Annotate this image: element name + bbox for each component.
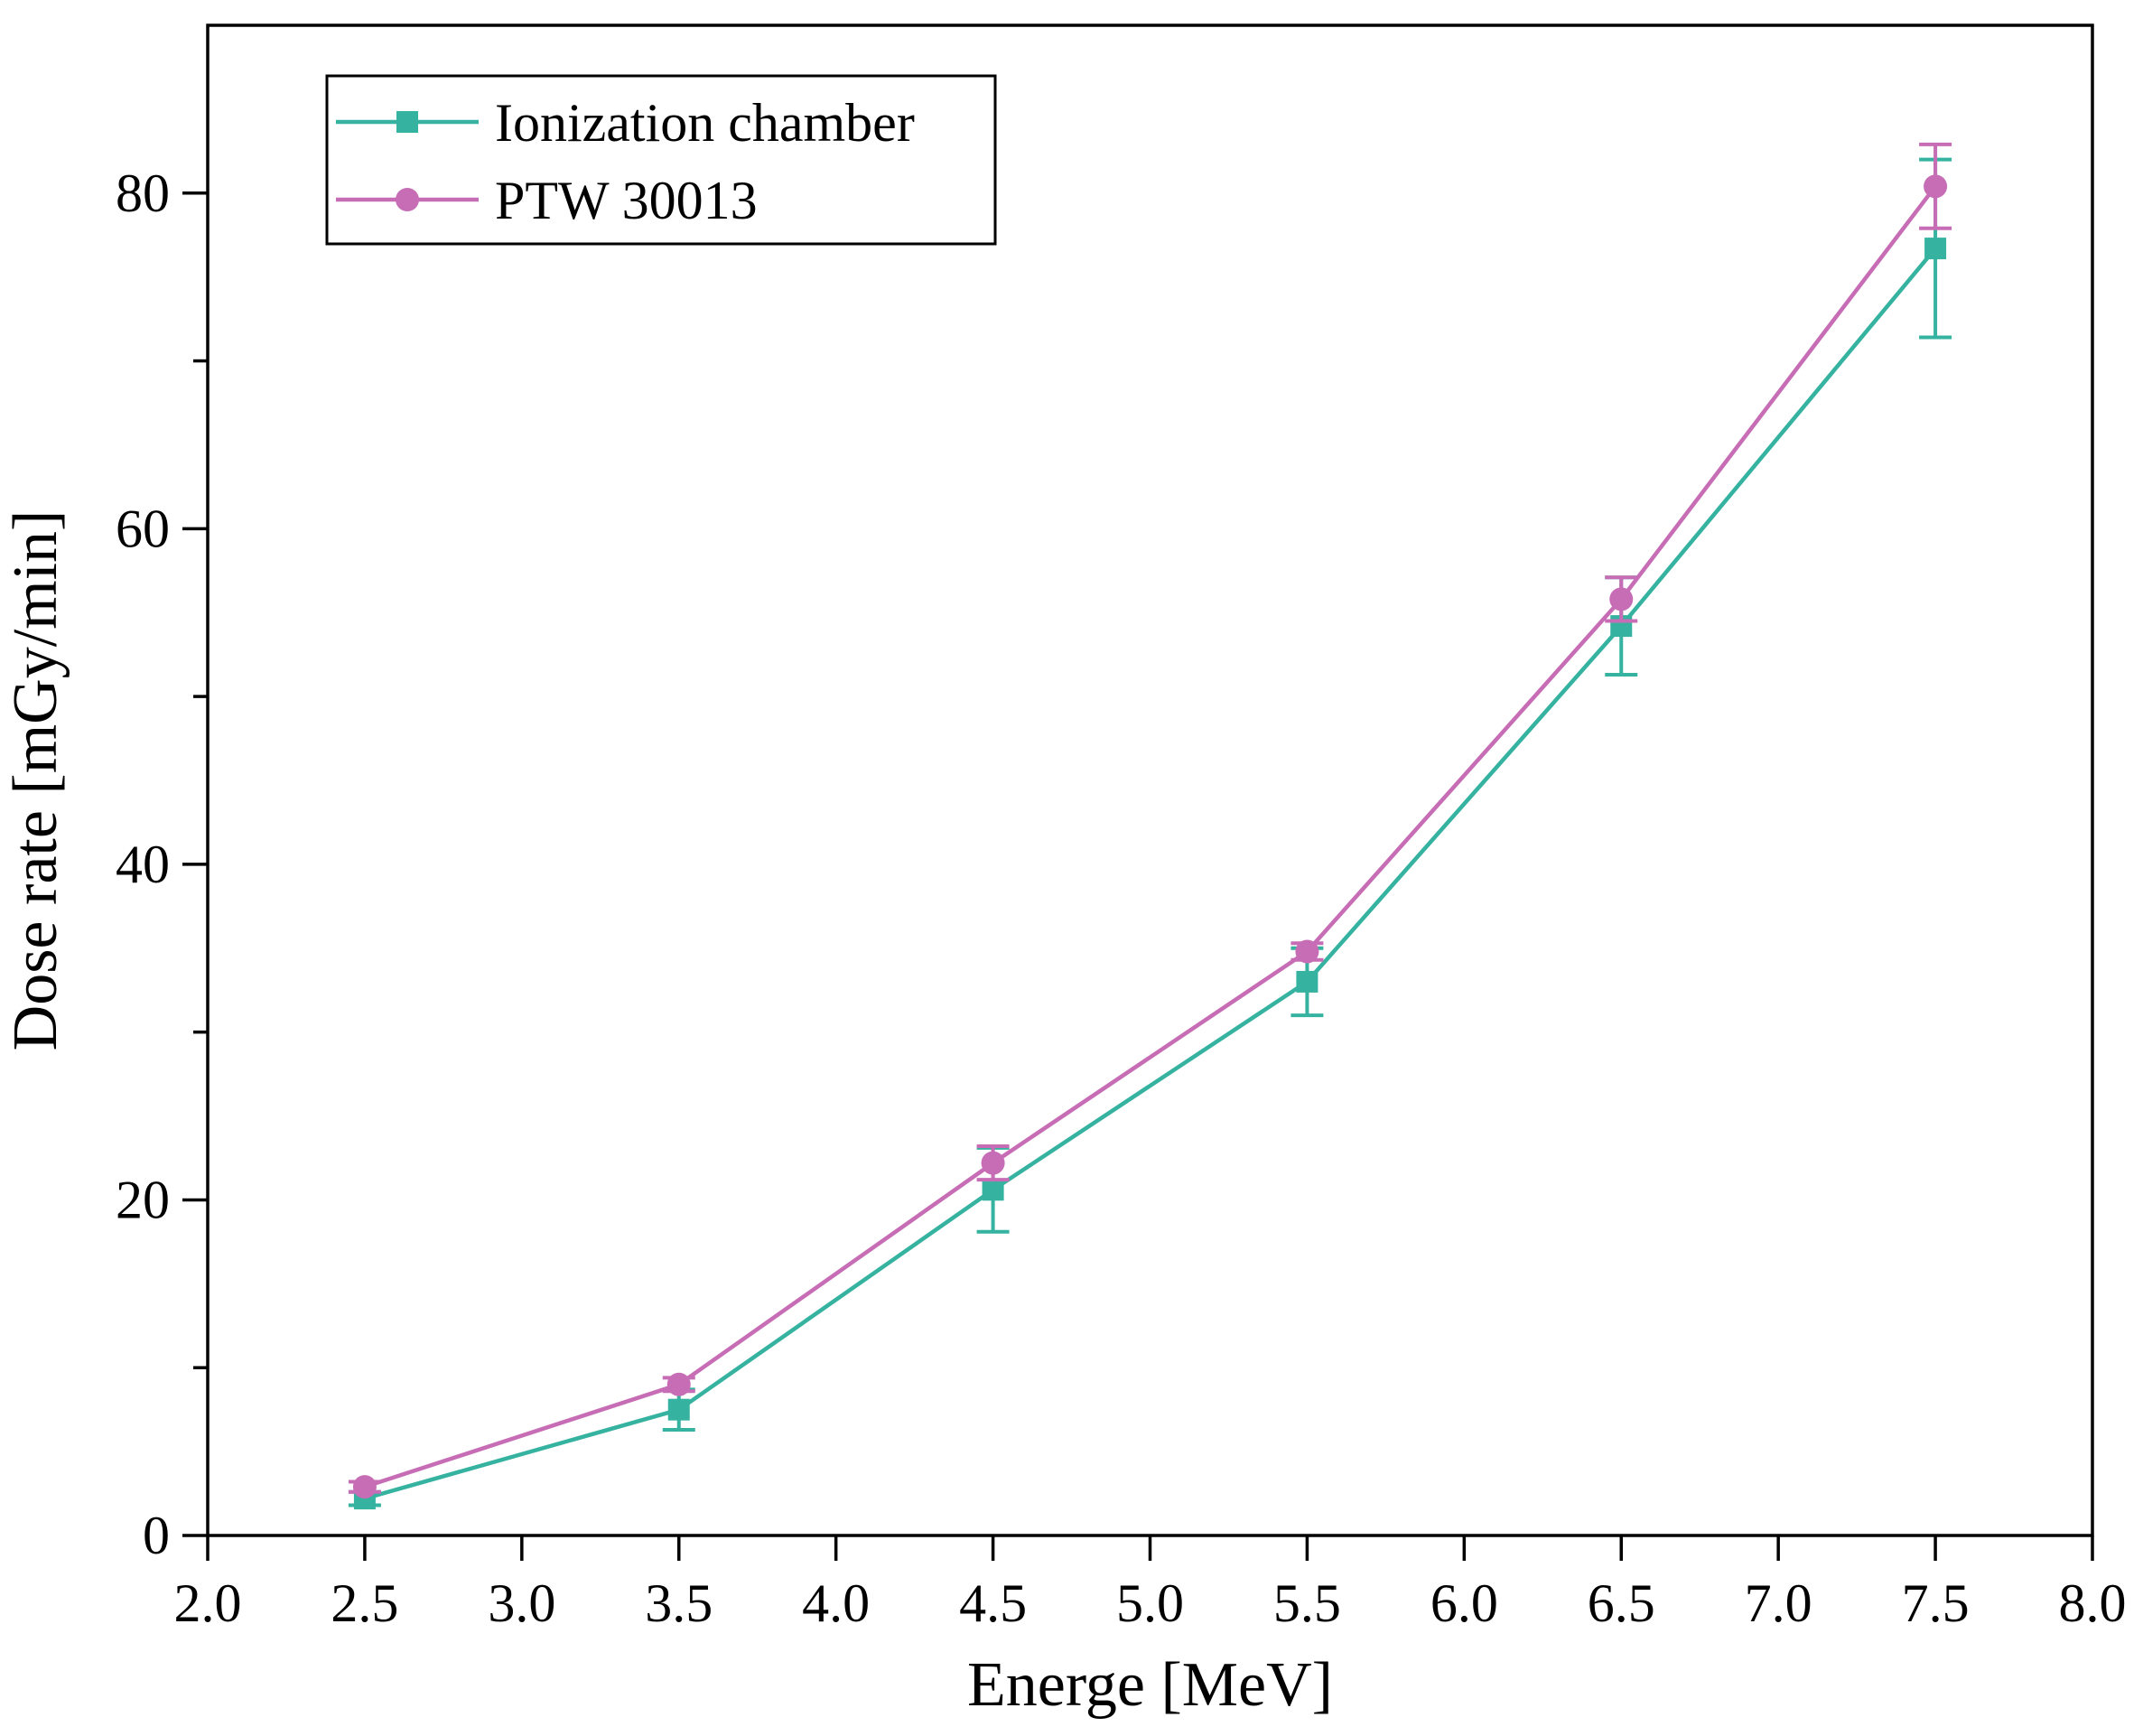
legend-marker-square bbox=[396, 111, 418, 133]
y-tick-label: 80 bbox=[116, 163, 170, 223]
x-axis-ticks: 2.0 2.5 3.0 3.5 4.0 4.5 5.0 5.5 6.0 6.5 7.0 7.5 8.0 bbox=[174, 1535, 2127, 1633]
x-tick-label: 5.0 bbox=[1116, 1573, 1184, 1633]
x-tick-label: 4.5 bbox=[959, 1573, 1027, 1633]
series-ptw-30013 bbox=[348, 142, 1952, 1499]
x-tick-label: 2.5 bbox=[331, 1573, 398, 1633]
data-point-circle bbox=[1924, 174, 1948, 199]
y-axis-title: Dose rate [mGy/min] bbox=[1, 510, 70, 1051]
legend-box bbox=[325, 74, 997, 246]
x-axis-title: Energe [MeV] bbox=[967, 1650, 1333, 1720]
series-line bbox=[364, 247, 1937, 1501]
data-point-square bbox=[667, 1398, 690, 1421]
y-tick-label: 40 bbox=[116, 835, 170, 894]
data-point-square bbox=[982, 1179, 1004, 1201]
x-tick-label: 6.0 bbox=[1430, 1573, 1498, 1633]
x-tick-label: 8.0 bbox=[2059, 1573, 2127, 1633]
plot-frame bbox=[206, 23, 2094, 1537]
legend-label: PTW 30013 bbox=[495, 171, 758, 230]
legend-marker-circle bbox=[396, 188, 419, 211]
x-tick-label: 4.0 bbox=[802, 1573, 870, 1633]
x-tick-label: 5.5 bbox=[1273, 1573, 1341, 1633]
y-tick-label: 60 bbox=[116, 499, 170, 558]
x-tick-label: 3.0 bbox=[488, 1573, 555, 1633]
data-point-circle bbox=[352, 1475, 377, 1499]
legend-item: Ionization chamber bbox=[336, 93, 915, 153]
y-tick-label: 20 bbox=[116, 1170, 170, 1229]
data-point-circle bbox=[666, 1372, 691, 1396]
legend-label: Ionization chamber bbox=[495, 93, 915, 153]
legend: Ionization chamber PTW 30013 bbox=[325, 74, 997, 246]
series-layer bbox=[348, 142, 1952, 1510]
series-line bbox=[364, 184, 1937, 1489]
data-point-circle bbox=[1609, 587, 1634, 611]
x-tick-label: 7.0 bbox=[1745, 1573, 1812, 1633]
y-axis-ticks: 0 20 40 60 80 bbox=[116, 163, 208, 1565]
data-point-circle bbox=[1295, 939, 1319, 964]
x-tick-label: 3.5 bbox=[645, 1573, 713, 1633]
data-point-square bbox=[1296, 970, 1318, 993]
data-point-circle bbox=[981, 1151, 1005, 1175]
x-tick-label: 7.5 bbox=[1902, 1573, 1970, 1633]
legend-item: PTW 30013 bbox=[336, 171, 758, 230]
x-tick-label: 2.0 bbox=[174, 1573, 242, 1633]
data-point-square bbox=[1924, 238, 1947, 260]
y-tick-label: 0 bbox=[143, 1506, 170, 1565]
x-tick-label: 6.5 bbox=[1588, 1573, 1655, 1633]
